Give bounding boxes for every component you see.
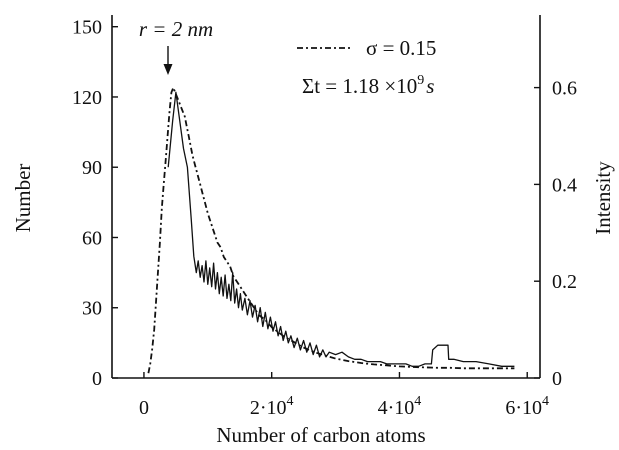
left-y-tick-label: 90 [82, 157, 102, 179]
legend-sigma-label: σ = 0.15 [366, 36, 436, 60]
legend-time-prefix: Σt = 1.18 ×10 [302, 74, 417, 98]
right-y-axis-title: Intensity [591, 161, 615, 235]
x-axis-title: Number of carbon atoms [216, 423, 425, 447]
peak-annotation-label: r = 2 nm [139, 17, 213, 41]
peak-arrow-head [163, 64, 173, 75]
dashed-series-line [147, 86, 515, 374]
left-y-tick-label: 60 [82, 227, 102, 249]
left-y-tick-label: 120 [72, 87, 102, 109]
left-y-axis-title: Number [11, 164, 35, 233]
x-tick-label: 0 [139, 397, 149, 419]
series-layer [147, 86, 515, 374]
legend-time-unit: s [426, 74, 434, 98]
x-tick-label: 4·104 [378, 394, 422, 419]
right-y-tick-label: 0.2 [552, 271, 577, 293]
legend-time-exponent: 9 [417, 73, 424, 88]
x-tick-label: 2·104 [250, 394, 294, 419]
solid-series-line [167, 91, 515, 367]
right-y-tick-label: 0 [552, 368, 562, 390]
right-y-tick-label: 0.4 [552, 174, 577, 196]
left-y-tick-label: 150 [72, 17, 102, 39]
x-axis-ticks: 0 2·104 4·104 6·104 [139, 372, 549, 419]
right-y-tick-label: 0.6 [552, 78, 577, 100]
left-y-tick-label: 0 [92, 368, 102, 390]
x-tick-label: 6·104 [505, 394, 549, 419]
left-y-axis-ticks: 0 30 60 90 120 150 [72, 17, 118, 390]
right-y-axis-ticks: 0 0.2 0.4 0.6 [534, 78, 577, 390]
left-y-tick-label: 30 [82, 298, 102, 320]
legend-total-time: Σt = 1.18 ×109s [302, 73, 434, 98]
